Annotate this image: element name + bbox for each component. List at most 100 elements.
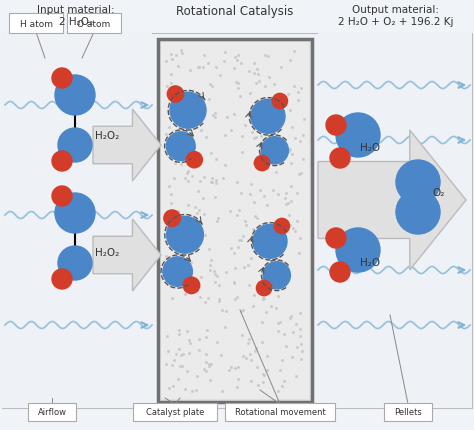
Point: [225, 367, 233, 374]
Point: [296, 310, 303, 317]
Point: [238, 133, 246, 140]
Point: [264, 367, 271, 374]
Point: [247, 255, 255, 261]
Point: [214, 338, 221, 345]
Point: [264, 53, 272, 60]
Text: O atom: O atom: [77, 19, 110, 28]
FancyBboxPatch shape: [9, 14, 63, 34]
Point: [202, 359, 210, 366]
Point: [173, 258, 181, 264]
Point: [250, 200, 258, 206]
Point: [260, 372, 268, 379]
Point: [205, 246, 213, 252]
Point: [219, 307, 226, 314]
Point: [165, 262, 173, 269]
Point: [278, 383, 286, 390]
Point: [286, 222, 294, 229]
Point: [241, 122, 248, 129]
Text: H₂O₂: H₂O₂: [95, 247, 119, 258]
Text: Pellets: Pellets: [394, 408, 422, 417]
Point: [291, 228, 299, 235]
Point: [250, 248, 257, 255]
Point: [271, 282, 279, 289]
Circle shape: [326, 228, 346, 249]
Point: [270, 81, 277, 88]
Point: [293, 218, 301, 224]
Point: [201, 211, 208, 218]
Point: [187, 259, 194, 266]
Point: [269, 240, 277, 246]
Point: [179, 350, 187, 357]
Circle shape: [263, 262, 291, 289]
Point: [287, 183, 294, 190]
Point: [222, 324, 229, 331]
Point: [214, 218, 221, 225]
Point: [249, 226, 256, 233]
Circle shape: [336, 114, 380, 158]
Circle shape: [326, 116, 346, 136]
Point: [189, 120, 197, 127]
Point: [246, 68, 253, 75]
Point: [212, 64, 220, 71]
Point: [276, 366, 283, 373]
Point: [283, 190, 290, 197]
Point: [202, 368, 210, 375]
Point: [211, 114, 219, 121]
FancyArrow shape: [93, 219, 161, 291]
Point: [275, 99, 283, 106]
Point: [183, 327, 191, 334]
Point: [246, 191, 254, 198]
Point: [292, 372, 300, 379]
Point: [232, 365, 239, 372]
Point: [174, 209, 182, 215]
FancyArrow shape: [318, 131, 466, 270]
Point: [213, 181, 220, 187]
Point: [187, 93, 195, 100]
Point: [295, 250, 302, 257]
Point: [289, 124, 296, 131]
Text: Rotational Catalysis: Rotational Catalysis: [176, 5, 294, 18]
Point: [240, 264, 247, 271]
Point: [187, 132, 195, 139]
Circle shape: [255, 156, 270, 171]
Point: [178, 51, 186, 58]
Point: [196, 94, 203, 101]
Point: [193, 372, 201, 379]
Point: [162, 132, 170, 138]
Point: [178, 362, 185, 369]
Circle shape: [52, 269, 72, 289]
Point: [197, 127, 205, 134]
Point: [296, 326, 304, 332]
Point: [254, 364, 261, 371]
Circle shape: [58, 129, 92, 163]
Point: [258, 318, 265, 325]
Point: [274, 328, 282, 335]
Point: [196, 222, 204, 229]
FancyBboxPatch shape: [2, 34, 152, 408]
Point: [230, 66, 238, 73]
Point: [283, 263, 291, 270]
Point: [191, 158, 199, 165]
Point: [183, 367, 191, 374]
Point: [177, 48, 185, 55]
FancyBboxPatch shape: [225, 403, 336, 421]
Point: [167, 200, 174, 207]
Point: [170, 175, 178, 182]
Point: [262, 309, 270, 316]
Point: [175, 327, 182, 334]
Point: [261, 83, 269, 90]
Point: [232, 54, 239, 61]
Point: [164, 261, 171, 267]
Point: [195, 347, 203, 354]
Circle shape: [58, 246, 92, 280]
Point: [291, 49, 298, 55]
Point: [287, 58, 294, 64]
Point: [212, 157, 220, 163]
Point: [273, 233, 280, 240]
Circle shape: [55, 76, 95, 116]
Point: [195, 65, 203, 72]
Circle shape: [256, 281, 272, 296]
Point: [182, 285, 189, 292]
Point: [228, 245, 235, 252]
Point: [191, 204, 199, 211]
